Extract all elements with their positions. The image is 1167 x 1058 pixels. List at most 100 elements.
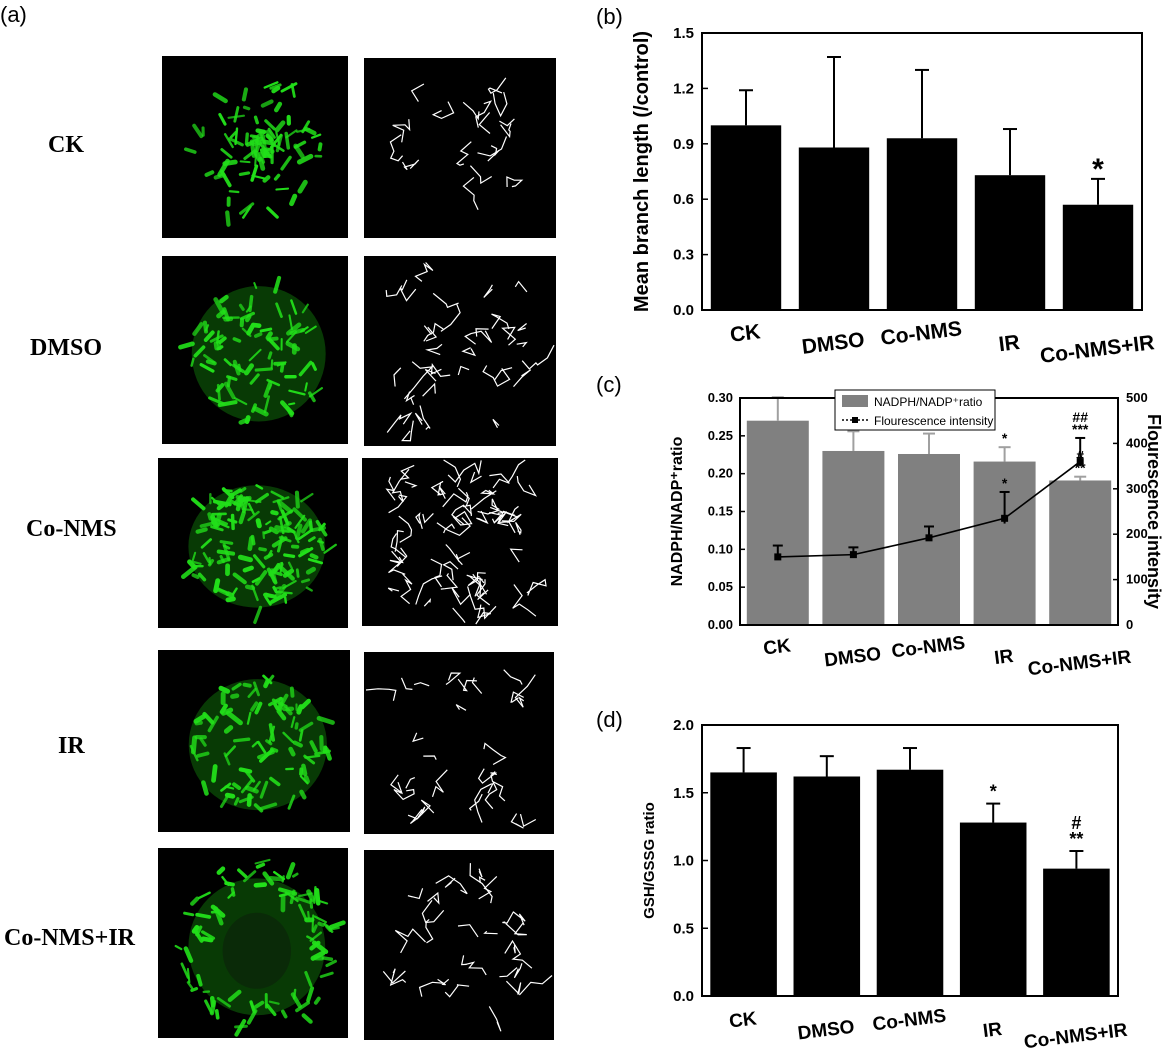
skeleton-branch xyxy=(488,1006,502,1032)
mitochondria-segment xyxy=(255,484,264,490)
skeleton-branch xyxy=(423,325,432,335)
bar-0 xyxy=(710,772,777,996)
mitochondria-segment xyxy=(306,935,315,941)
row-label-co-nms: Co-NMS xyxy=(26,516,117,542)
mitochondria-segment xyxy=(296,153,314,165)
mitochondria-segment xyxy=(268,725,276,744)
mitochondria-segment xyxy=(304,325,317,334)
mitochondria-segment xyxy=(239,202,255,215)
skeleton-branch xyxy=(465,961,487,976)
skeleton-branch xyxy=(415,512,423,529)
skeleton-branch xyxy=(514,280,528,293)
mitochondria-segment xyxy=(232,337,242,343)
mitochondria-segment xyxy=(233,737,251,743)
mitochondria-segment xyxy=(254,367,273,372)
mitochondria-segment xyxy=(253,605,263,625)
mitochondria-segment xyxy=(272,585,278,594)
mitochondria-segment xyxy=(263,529,272,535)
mitochondria-segment xyxy=(286,526,296,534)
mitochondria-segment xyxy=(292,740,303,748)
skeleton-image-ir xyxy=(364,652,554,834)
skeleton-branch xyxy=(509,548,523,563)
skeleton-branch xyxy=(489,459,526,484)
skeleton-branch xyxy=(483,742,507,766)
skeleton-branch xyxy=(478,868,483,878)
skeleton-branch xyxy=(475,100,493,128)
skeleton-branch xyxy=(506,176,524,188)
mitochondria-segment xyxy=(250,701,259,712)
skeleton-branch xyxy=(526,578,547,596)
y-right-tick-label: 500 xyxy=(1126,390,1148,405)
skeleton-branch xyxy=(517,323,527,332)
y-left-tick-label: 0.10 xyxy=(708,541,733,556)
skeleton-branch xyxy=(422,512,434,524)
skeleton-branch xyxy=(479,489,496,495)
fluorescence-point-3 xyxy=(1001,514,1009,522)
mitochondria-segment xyxy=(262,175,271,183)
skeleton-branch xyxy=(401,420,414,442)
mitochondria-segment xyxy=(249,373,260,385)
skeleton-branch xyxy=(398,515,413,543)
x-category-label: CK xyxy=(729,320,762,347)
mitochondria-segment xyxy=(276,499,293,514)
skeleton-branch xyxy=(515,522,522,536)
bar-3 xyxy=(959,822,1027,996)
skeleton-branch xyxy=(482,365,511,387)
skeleton-branch xyxy=(487,77,507,95)
skeleton-branch xyxy=(415,575,443,605)
mitochondria-segment xyxy=(233,494,244,506)
mitochondria-segment xyxy=(300,326,309,333)
mitochondria-segment xyxy=(285,129,298,139)
mitochondria-segment xyxy=(213,341,219,351)
mitochondria-segment xyxy=(286,330,298,343)
mitochondria-segment xyxy=(224,792,236,799)
mitochondria-segment xyxy=(190,357,195,367)
mitochondria-segment xyxy=(202,552,211,564)
fluorescence-image-ir xyxy=(158,650,350,832)
mitochondria-segment xyxy=(248,348,262,362)
mitochondria-segment xyxy=(274,525,291,533)
mitochondria-segment xyxy=(312,924,318,934)
mitochondria-segment xyxy=(214,1009,220,1020)
bar-2 xyxy=(886,138,958,310)
mitochondria-segment xyxy=(292,507,307,522)
fluorescence-image-co-nms xyxy=(158,458,348,628)
fluorescence-image-co-nms-ir xyxy=(158,848,348,1038)
skeleton-branch xyxy=(492,478,510,489)
mitochondria-segment xyxy=(219,294,229,304)
mitochondria-segment xyxy=(199,737,207,747)
skeleton-branch xyxy=(399,279,417,302)
mitochondria-segment xyxy=(237,868,248,879)
skeleton-branch xyxy=(483,930,498,935)
skeleton-branch xyxy=(505,980,522,995)
panel-label-c: (c) xyxy=(596,372,622,397)
skeleton-branch xyxy=(445,672,462,685)
mitochondria-segment xyxy=(213,297,226,315)
mitochondria-segment xyxy=(310,950,326,961)
mitochondria-segment xyxy=(200,930,216,940)
mitochondria-segment xyxy=(250,164,259,182)
mitochondria-segment xyxy=(275,590,293,595)
mitochondria-segment xyxy=(201,780,209,796)
skeleton-branch xyxy=(419,405,431,430)
mitochondria-segment xyxy=(245,584,256,591)
mitochondria-segment xyxy=(297,179,308,194)
skeleton-branch xyxy=(400,464,415,480)
mitochondria-segment xyxy=(306,986,315,1003)
significance-mark-4: * xyxy=(1092,153,1104,186)
panel-label-d: (d) xyxy=(596,707,623,732)
mitochondria-segment xyxy=(230,693,240,699)
mitochondria-segment xyxy=(306,889,315,902)
y-left-tick-label: 0.05 xyxy=(708,579,733,594)
mitochondria-segment xyxy=(250,322,262,328)
mitochondria-segment xyxy=(321,956,334,961)
mitochondria-segment xyxy=(186,981,194,989)
y-tick-label: 1.5 xyxy=(673,25,694,42)
mitochondria-segment xyxy=(256,740,267,754)
y-tick-label: 1.5 xyxy=(673,785,694,802)
mitochondria-segment xyxy=(319,971,334,979)
mitochondria-segment xyxy=(237,554,253,563)
skeleton-branch xyxy=(423,322,444,342)
ratio-significance-4: ** xyxy=(1075,460,1086,476)
mitochondria-segment xyxy=(313,915,328,924)
